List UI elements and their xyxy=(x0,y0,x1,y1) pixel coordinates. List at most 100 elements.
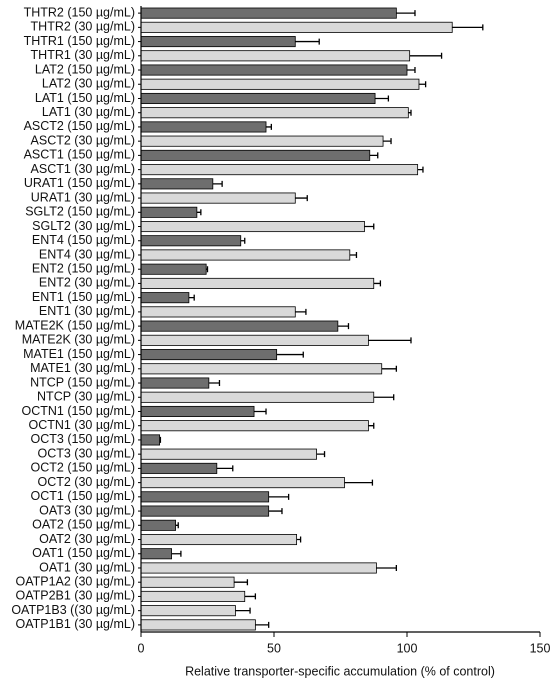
bar xyxy=(140,50,411,62)
y-tick-label: ENT2 (30 µg/mL) xyxy=(39,276,135,290)
error-bar xyxy=(316,451,326,458)
y-tick-label: LAT2 (30 µg/mL) xyxy=(42,77,135,91)
bar xyxy=(140,405,255,417)
error-bar xyxy=(349,251,358,258)
bar xyxy=(140,334,369,346)
y-tick-label: OAT1 (150 µg/mL) xyxy=(32,546,135,560)
y-tick-label: MATE1 (150 µg/mL) xyxy=(23,347,135,361)
bar xyxy=(140,263,207,275)
x-axis-label: Relative transporter-specific accumulati… xyxy=(185,664,495,678)
y-tick-label: OAT2 (30 µg/mL) xyxy=(39,532,135,546)
bar xyxy=(140,277,375,289)
error-bar xyxy=(175,522,179,529)
bar xyxy=(140,505,270,517)
y-tick-label: THTR2 (150 µg/mL) xyxy=(24,5,135,19)
error-bar xyxy=(369,152,379,159)
bar xyxy=(140,292,190,304)
error-bar xyxy=(368,337,412,344)
error-bar xyxy=(206,266,209,273)
bar xyxy=(140,249,351,261)
error-bar xyxy=(368,422,375,429)
error-bar xyxy=(408,109,412,116)
bar xyxy=(140,590,246,602)
error-bar xyxy=(375,95,390,102)
error-bar xyxy=(381,365,398,372)
error-bar xyxy=(373,394,395,401)
bar xyxy=(140,619,256,631)
error-bar xyxy=(295,38,320,45)
error-bar xyxy=(407,67,416,74)
bar xyxy=(140,448,317,460)
bar xyxy=(140,377,210,389)
y-tick-label: OCT3 (30 µg/mL) xyxy=(37,446,135,460)
error-bar xyxy=(235,607,251,614)
y-tick-label: OATP1A2 (30 µg/mL) xyxy=(15,575,135,589)
bar xyxy=(140,363,383,375)
error-bar xyxy=(255,621,270,628)
error-bar xyxy=(383,138,392,145)
error-bar xyxy=(337,323,350,330)
y-tick-label: OCT2 (150 µg/mL) xyxy=(31,461,135,475)
y-tick-label: SGLT2 (150 µg/mL) xyxy=(25,205,135,219)
y-tick-label: OATP1B3 ((30 µg/mL) xyxy=(11,603,135,617)
y-tick-label: LAT1 (30 µg/mL) xyxy=(42,105,135,119)
y-tick-label: ENT1 (30 µg/mL) xyxy=(39,304,135,318)
error-bar xyxy=(295,195,308,202)
error-bar xyxy=(364,223,375,230)
error-bar xyxy=(452,24,484,31)
error-bar xyxy=(196,209,202,216)
y-tick-label: OCT2 (30 µg/mL) xyxy=(37,475,135,489)
bar xyxy=(140,78,420,90)
error-bar xyxy=(409,52,443,59)
bar xyxy=(140,562,377,574)
bar xyxy=(140,420,369,432)
error-bar xyxy=(295,308,307,315)
y-tick-label: ASCT1 (30 µg/mL) xyxy=(31,162,135,176)
y-tick-label: NTCP (150 µg/mL) xyxy=(30,375,135,389)
y-tick-label: OAT2 (150 µg/mL) xyxy=(32,518,135,532)
y-tick-label: OAT1 (30 µg/mL) xyxy=(39,560,135,574)
bar xyxy=(140,178,214,190)
error-bar xyxy=(296,536,302,543)
error-bar xyxy=(254,408,267,415)
error-bar xyxy=(418,81,427,88)
error-bar xyxy=(159,436,162,443)
bar xyxy=(140,391,375,403)
error-bar xyxy=(208,380,221,387)
error-bar xyxy=(171,550,182,557)
error-bar xyxy=(376,564,398,571)
y-tick-label: THTR1 (30 µg/mL) xyxy=(31,48,135,62)
y-tick-label: THTR1 (150 µg/mL) xyxy=(24,34,135,48)
bar xyxy=(140,221,365,233)
bar xyxy=(140,36,296,48)
y-tick-label: ASCT2 (150 µg/mL) xyxy=(24,119,135,133)
error-bar xyxy=(266,123,272,130)
error-bar xyxy=(396,10,416,17)
bar xyxy=(140,107,409,119)
y-tick-label: ENT4 (30 µg/mL) xyxy=(39,247,135,261)
error-bar xyxy=(417,166,424,173)
y-tick-label: URAT1 (30 µg/mL) xyxy=(31,190,135,204)
error-bar xyxy=(276,351,304,358)
error-bar xyxy=(212,180,223,187)
x-tick-label: 0 xyxy=(138,641,145,655)
bar xyxy=(140,206,198,218)
x-tick-label: 50 xyxy=(267,641,281,655)
bar xyxy=(140,349,278,361)
x-tick-label: 150 xyxy=(530,641,550,655)
y-tick-label: URAT1 (150 µg/mL) xyxy=(24,176,135,190)
bar xyxy=(140,306,296,318)
bar xyxy=(140,320,339,332)
y-tick-label: OCT3 (150 µg/mL) xyxy=(31,432,135,446)
error-bar xyxy=(240,237,246,244)
bar xyxy=(140,192,296,204)
y-tick-label: ASCT1 (150 µg/mL) xyxy=(24,148,135,162)
error-bar xyxy=(344,479,374,486)
y-tick-label: MATE1 (30 µg/mL) xyxy=(30,361,135,375)
y-tick-label: LAT2 (150 µg/mL) xyxy=(35,62,135,76)
y-tick-label: ASCT2 (30 µg/mL) xyxy=(31,133,135,147)
y-tick-label: MATE2K (30 µg/mL) xyxy=(22,333,135,347)
y-tick-label: OCT1 (150 µg/mL) xyxy=(31,489,135,503)
bar xyxy=(140,164,419,176)
